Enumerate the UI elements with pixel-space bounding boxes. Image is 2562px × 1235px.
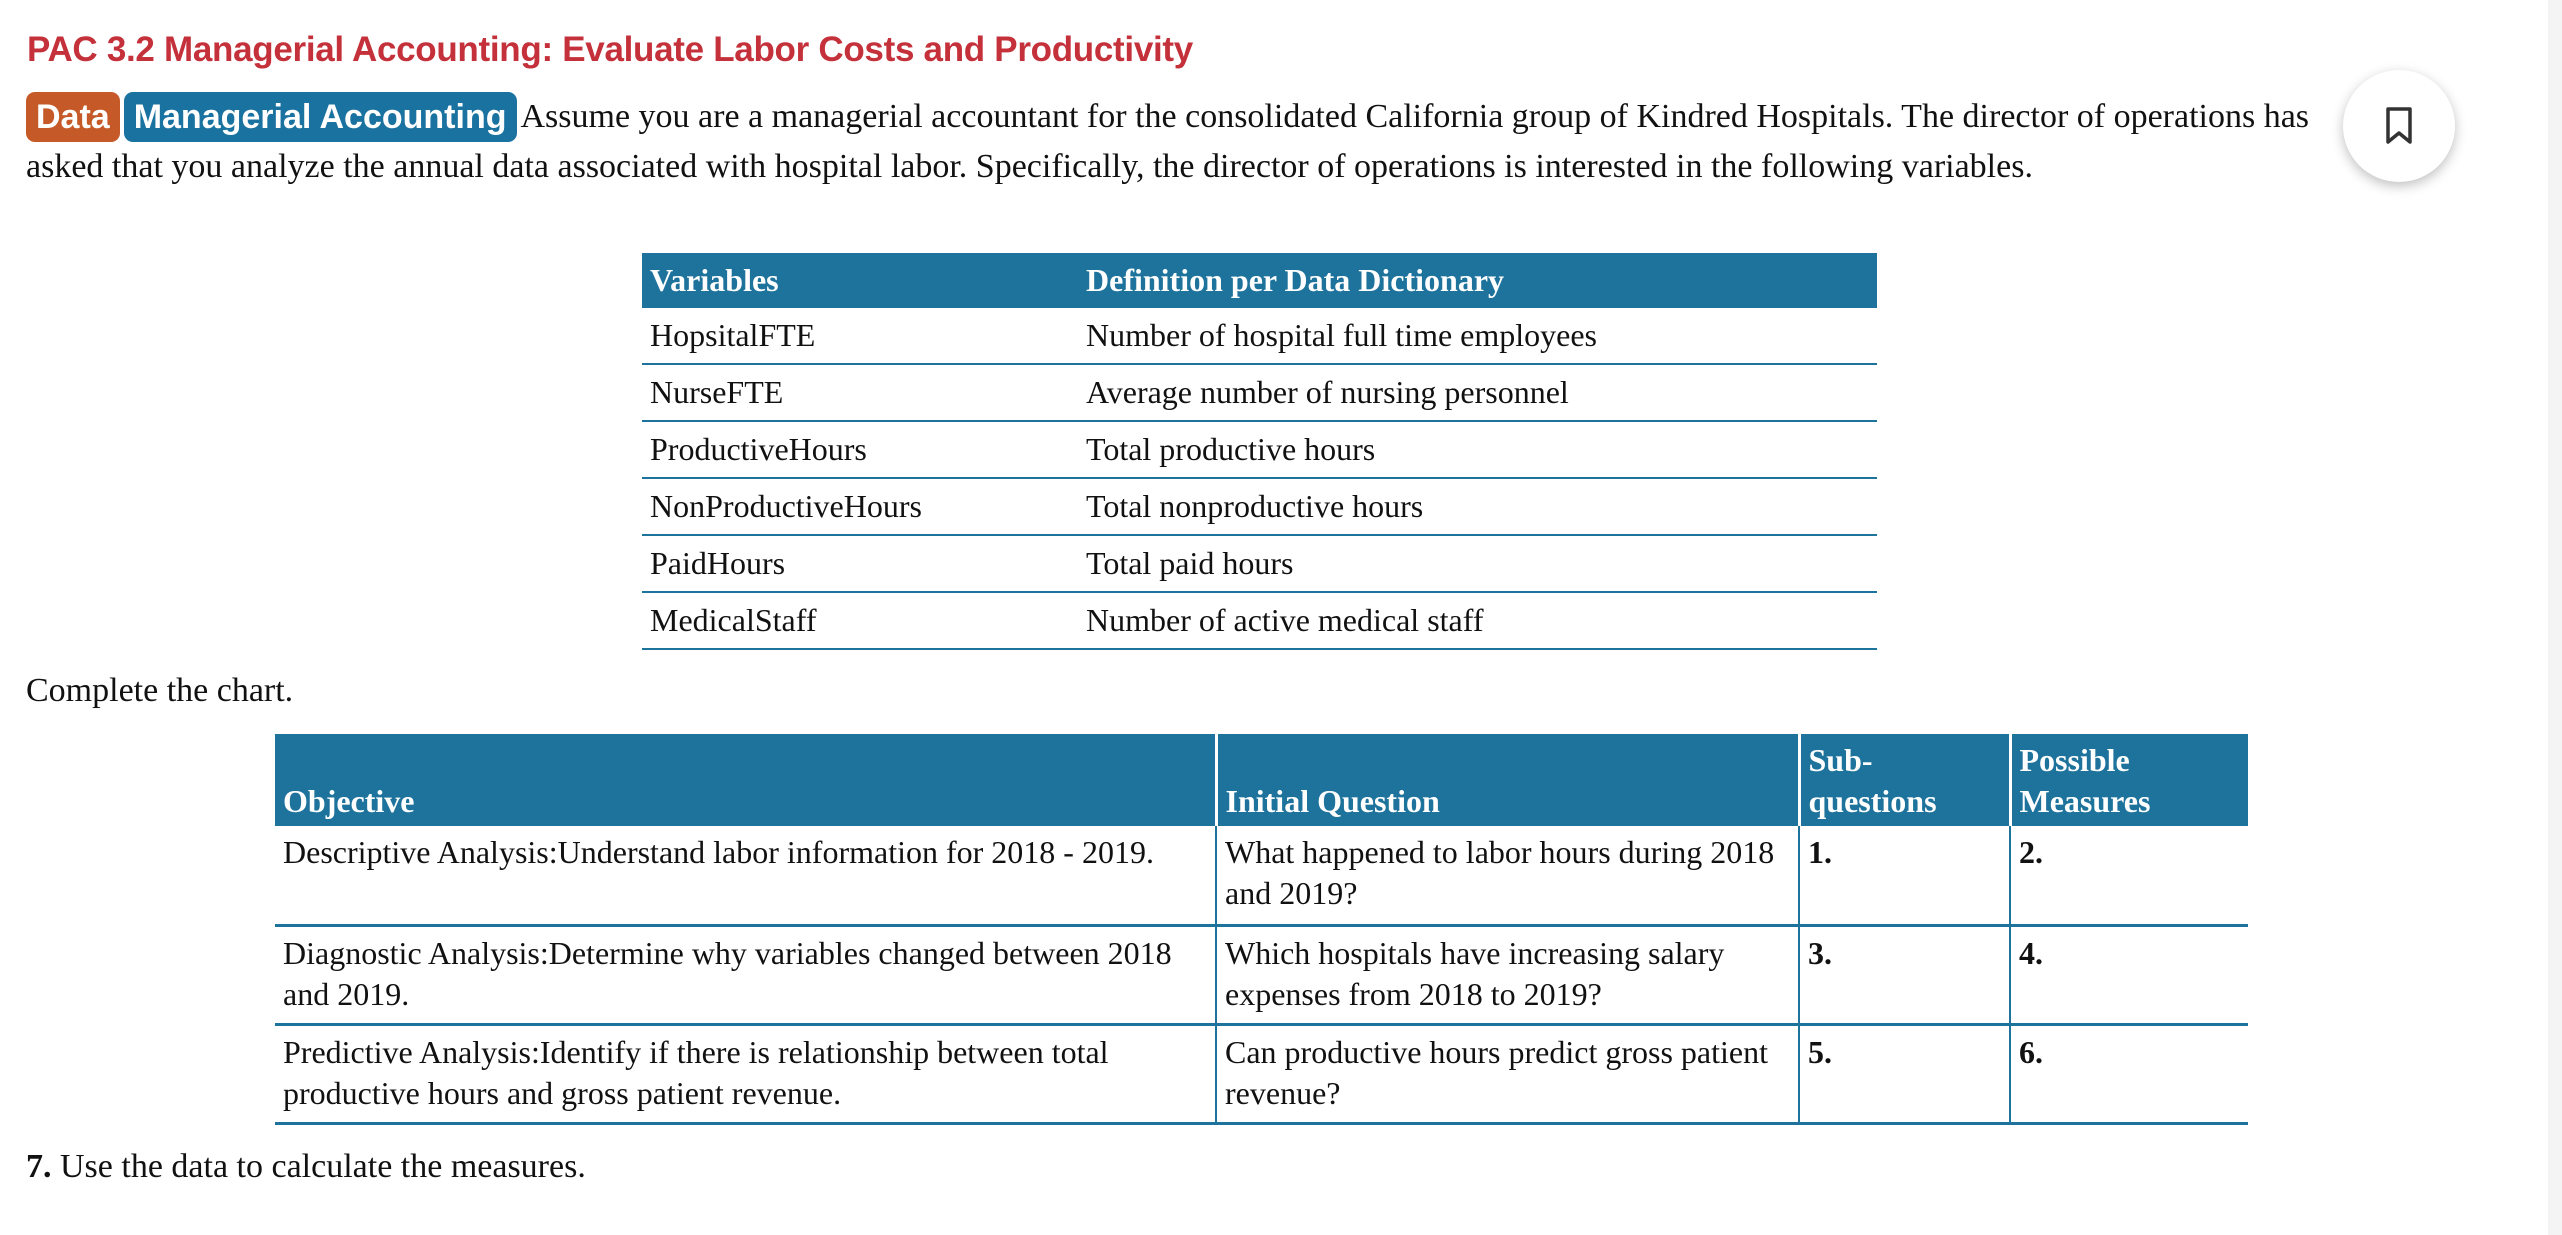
table-cell: Which hospitals have increasing salary e… [1215,925,1799,1026]
table-cell: HopsitalFTE [642,308,1078,365]
table-cell: Number of active medical staff [1078,592,1877,650]
header-possible-measures: Possible Measures [2008,734,2248,826]
page-title: PAC 3.2 Managerial Accounting: Evaluate … [27,30,1193,69]
step-text: Use the data to calculate the measures. [60,1148,586,1185]
table-row: Predictive Analysis:Identify if there is… [275,1024,2248,1125]
table-cell: Average number of nursing personnel [1078,364,1877,422]
table-cell: ProductiveHours [642,421,1078,479]
managerial-accounting-badge: Managerial Accounting [123,92,517,142]
variables-table: Variables Definition per Data Dictionary… [642,253,1877,650]
header-definition: Definition per Data Dictionary [1078,253,1877,308]
analysis-chart-table: Objective Initial Question Sub-questions… [275,734,2248,1125]
table-cell: Total paid hours [1078,535,1877,593]
intro-text: Assume you are a managerial accountant f… [26,98,2310,185]
table-row: PaidHours Total paid hours [642,535,1877,593]
table-cell: 1. [1798,826,2010,927]
table-cell: Number of hospital full time employees [1078,308,1877,365]
table-cell: 5. [1798,1024,2010,1125]
step-7: 7. Use the data to calculate the measure… [26,1148,586,1186]
table-cell: NurseFTE [642,364,1078,422]
table-row: NurseFTE Average number of nursing person… [642,364,1877,422]
data-badge: Data [26,92,120,142]
table-cell: MedicalStaff [642,592,1078,650]
table-cell: PaidHours [642,535,1078,593]
bookmark-button[interactable] [2343,70,2455,182]
table-row: ProductiveHours Total productive hours [642,421,1877,479]
table-header-row: Variables Definition per Data Dictionary [642,253,1877,308]
header-objective: Objective [275,734,1216,826]
table-cell: 4. [2009,925,2248,1026]
table-cell: Descriptive Analysis:Understand labor in… [275,826,1216,927]
table-cell: Total productive hours [1078,421,1877,479]
table-row: Descriptive Analysis:Understand labor in… [275,826,2248,927]
table-cell: Can productive hours predict gross patie… [1215,1024,1799,1125]
table-row: MedicalStaff Number of active medical sta… [642,592,1877,650]
table-row: NonProductiveHours Total nonproductive ho… [642,478,1877,536]
table-row: Diagnostic Analysis:Determine why variab… [275,925,2248,1026]
scrollbar[interactable] [2548,0,2562,1235]
header-initial-question: Initial Question [1214,734,1799,826]
step-number: 7. [26,1148,52,1185]
table-header-row: Objective Initial Question Sub-questions… [275,734,2248,826]
table-cell: 6. [2009,1024,2248,1125]
table-cell: What happened to labor hours during 2018… [1215,826,1799,927]
table-cell: 2. [2009,826,2248,927]
header-sub-questions: Sub-questions [1797,734,2010,826]
intro-paragraph: Data Managerial Accounting Assume you are … [26,92,2356,191]
table-cell: Total nonproductive hours [1078,478,1877,536]
table-cell: Predictive Analysis:Identify if there is… [275,1024,1216,1125]
bookmark-icon [2386,107,2412,144]
table-cell: NonProductiveHours [642,478,1078,536]
instruction-text: Complete the chart. [26,672,294,709]
table-row: HopsitalFTE Number of hospital full time … [642,308,1877,365]
table-cell: 3. [1798,925,2010,1026]
table-cell: Diagnostic Analysis:Determine why variab… [275,925,1216,1026]
header-variables: Variables [642,253,1078,308]
